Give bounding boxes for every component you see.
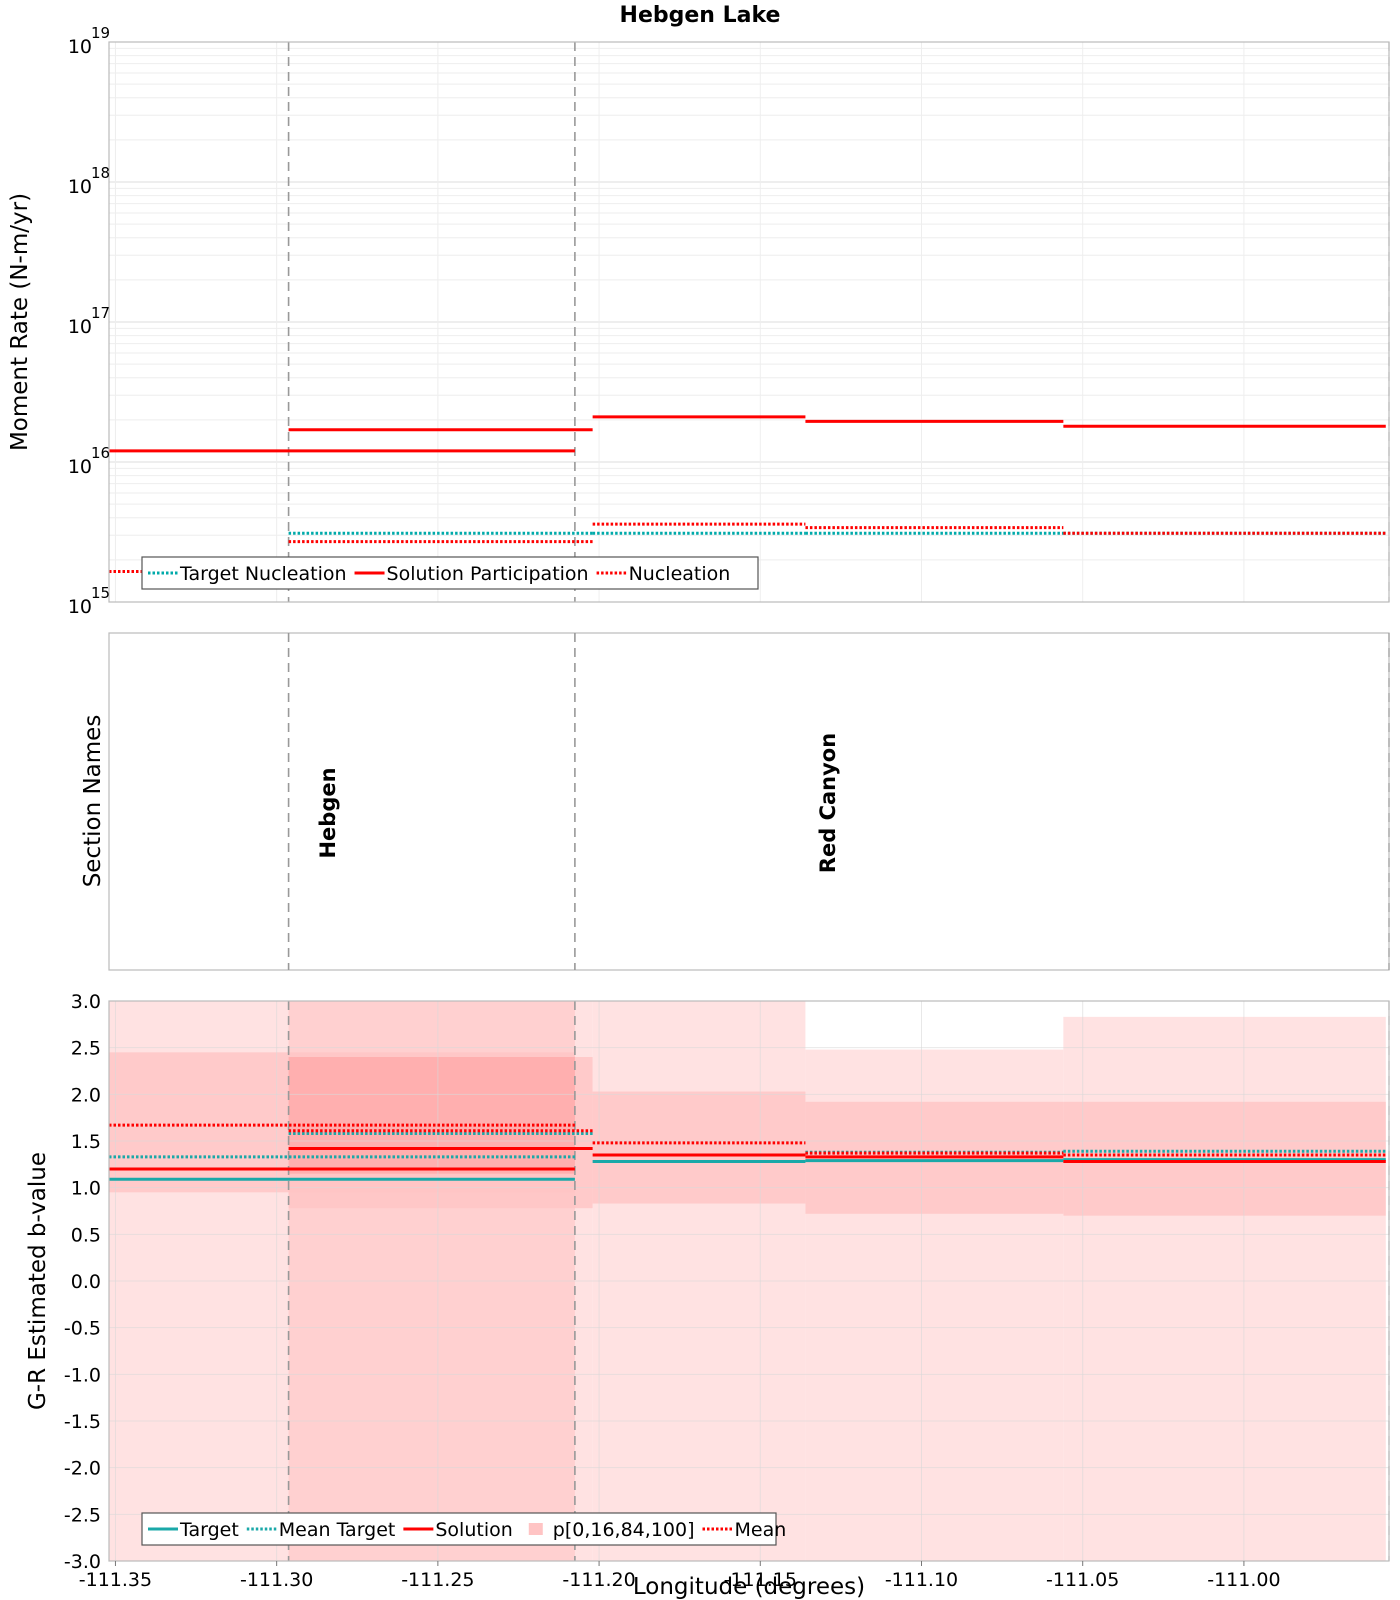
b-value-y-tick-label: 3.0 [71, 991, 101, 1013]
moment-rate-frame [108, 41, 1390, 603]
moment-rate-y-tick-base: 10 [68, 176, 92, 198]
x-tick-label: -111.20 [562, 1569, 635, 1591]
chart-title: Hebgen Lake [620, 3, 781, 28]
b-value-y-tick-label: -2.5 [64, 1504, 101, 1526]
b-value-y-tick-label: -2.0 [64, 1458, 101, 1480]
section-names-dividers [287, 633, 1390, 970]
b-value-y-ticks: -3.0 -2.5 -2.0 -1.5 -1.0 -0.5 0.0 0.5 1.0 1.5 2.0 2… [64, 991, 101, 1573]
moment-rate-y-tick-base: 10 [68, 316, 92, 338]
moment-rate-y-axis-label: Moment Rate (N-m/yr) [7, 193, 33, 451]
section-names-plot-area [108, 632, 1390, 971]
legend-label: Nucleation [629, 563, 731, 585]
b-value-y-axis-label: G-R Estimated b-value [25, 1152, 51, 1410]
legend-box [141, 556, 759, 590]
legend-swatch [528, 1523, 543, 1535]
b-value-y-tick-label: -1.5 [64, 1411, 101, 1433]
legend-label: Target Nucleation [179, 563, 347, 585]
legend-label: Target [179, 1519, 239, 1541]
b-value-y-tick-label: 2.0 [71, 1084, 101, 1106]
legend-label: p[0,16,84,100] [553, 1519, 695, 1541]
b-value-y-tick-label: -0.5 [64, 1318, 101, 1340]
section-name-label: Red Canyon [816, 733, 840, 873]
moment-rate-y-tick-base: 10 [68, 596, 92, 618]
x-tick-label: -111.30 [240, 1569, 313, 1591]
b-value-panel: -3.0 -2.5 -2.0 -1.5 -1.0 -0.5 0.0 0.5 1.0 1.5 2.0 2… [25, 991, 1390, 1573]
legend-label: Solution Participation [387, 563, 589, 585]
section-names-panel: Hebgen Red Canyon Section Names [80, 632, 1390, 971]
section-name-label: Hebgen [316, 767, 340, 858]
moment-rate-series [109, 415, 1386, 574]
legend-label: Mean Target [279, 1519, 396, 1541]
b-value-y-tick-label: 1.0 [71, 1178, 101, 1200]
moment-rate-y-tick-exponent: 18 [91, 164, 110, 182]
moment-rate-y-tick-exponent: 17 [91, 304, 110, 322]
b-value-y-tick-label: 1.5 [71, 1131, 101, 1153]
b-value-band-inner [592, 1091, 806, 1204]
x-tick-label: -111.25 [401, 1569, 474, 1591]
x-tick-label: -111.05 [1046, 1569, 1119, 1591]
x-axis-ticks: -111.35 -111.30 -111.25 -111.20 -111.15 -111.… [79, 1561, 1281, 1591]
b-value-y-tick-label: -1.0 [64, 1364, 101, 1386]
legend-label: Mean [735, 1519, 787, 1541]
moment-rate-y-tick-exponent: 19 [91, 24, 110, 42]
x-tick-label: -111.10 [885, 1569, 958, 1591]
b-value-series [109, 1123, 1386, 1181]
legend-label: Solution [435, 1519, 512, 1541]
moment-rate-legend: Target Nucleation Solution Participation N… [141, 556, 759, 590]
x-tick-label: -111.00 [1207, 1569, 1280, 1591]
b-value-legend: Target Mean Target Solution p[0,16,84,100] M… [141, 1512, 787, 1546]
moment-rate-y-tick-exponent: 16 [91, 444, 110, 462]
b-value-y-tick-label: 0.5 [71, 1224, 101, 1246]
moment-rate-y-tick-exponent: 15 [91, 584, 110, 602]
moment-rate-grid [109, 42, 1389, 603]
x-axis-label: Longitude (degrees) [633, 1574, 865, 1600]
b-value-y-tick-label: 0.0 [71, 1271, 101, 1293]
b-value-band-outer [1063, 1016, 1386, 1561]
b-value-band-overlap-inner [288, 1057, 575, 1174]
section-names-y-axis-label: Section Names [80, 715, 106, 888]
section-names-labels: Hebgen Red Canyon [316, 733, 840, 873]
x-tick-label: -111.35 [79, 1569, 152, 1591]
b-value-y-tick-label: -3.0 [64, 1551, 101, 1573]
moment-rate-y-tick-base: 10 [68, 36, 92, 58]
moment-rate-y-tick-base: 10 [68, 456, 92, 478]
b-value-y-tick-label: 2.5 [71, 1038, 101, 1060]
b-value-frame [108, 1000, 1390, 1562]
x-tick-label: -111.15 [724, 1569, 797, 1591]
